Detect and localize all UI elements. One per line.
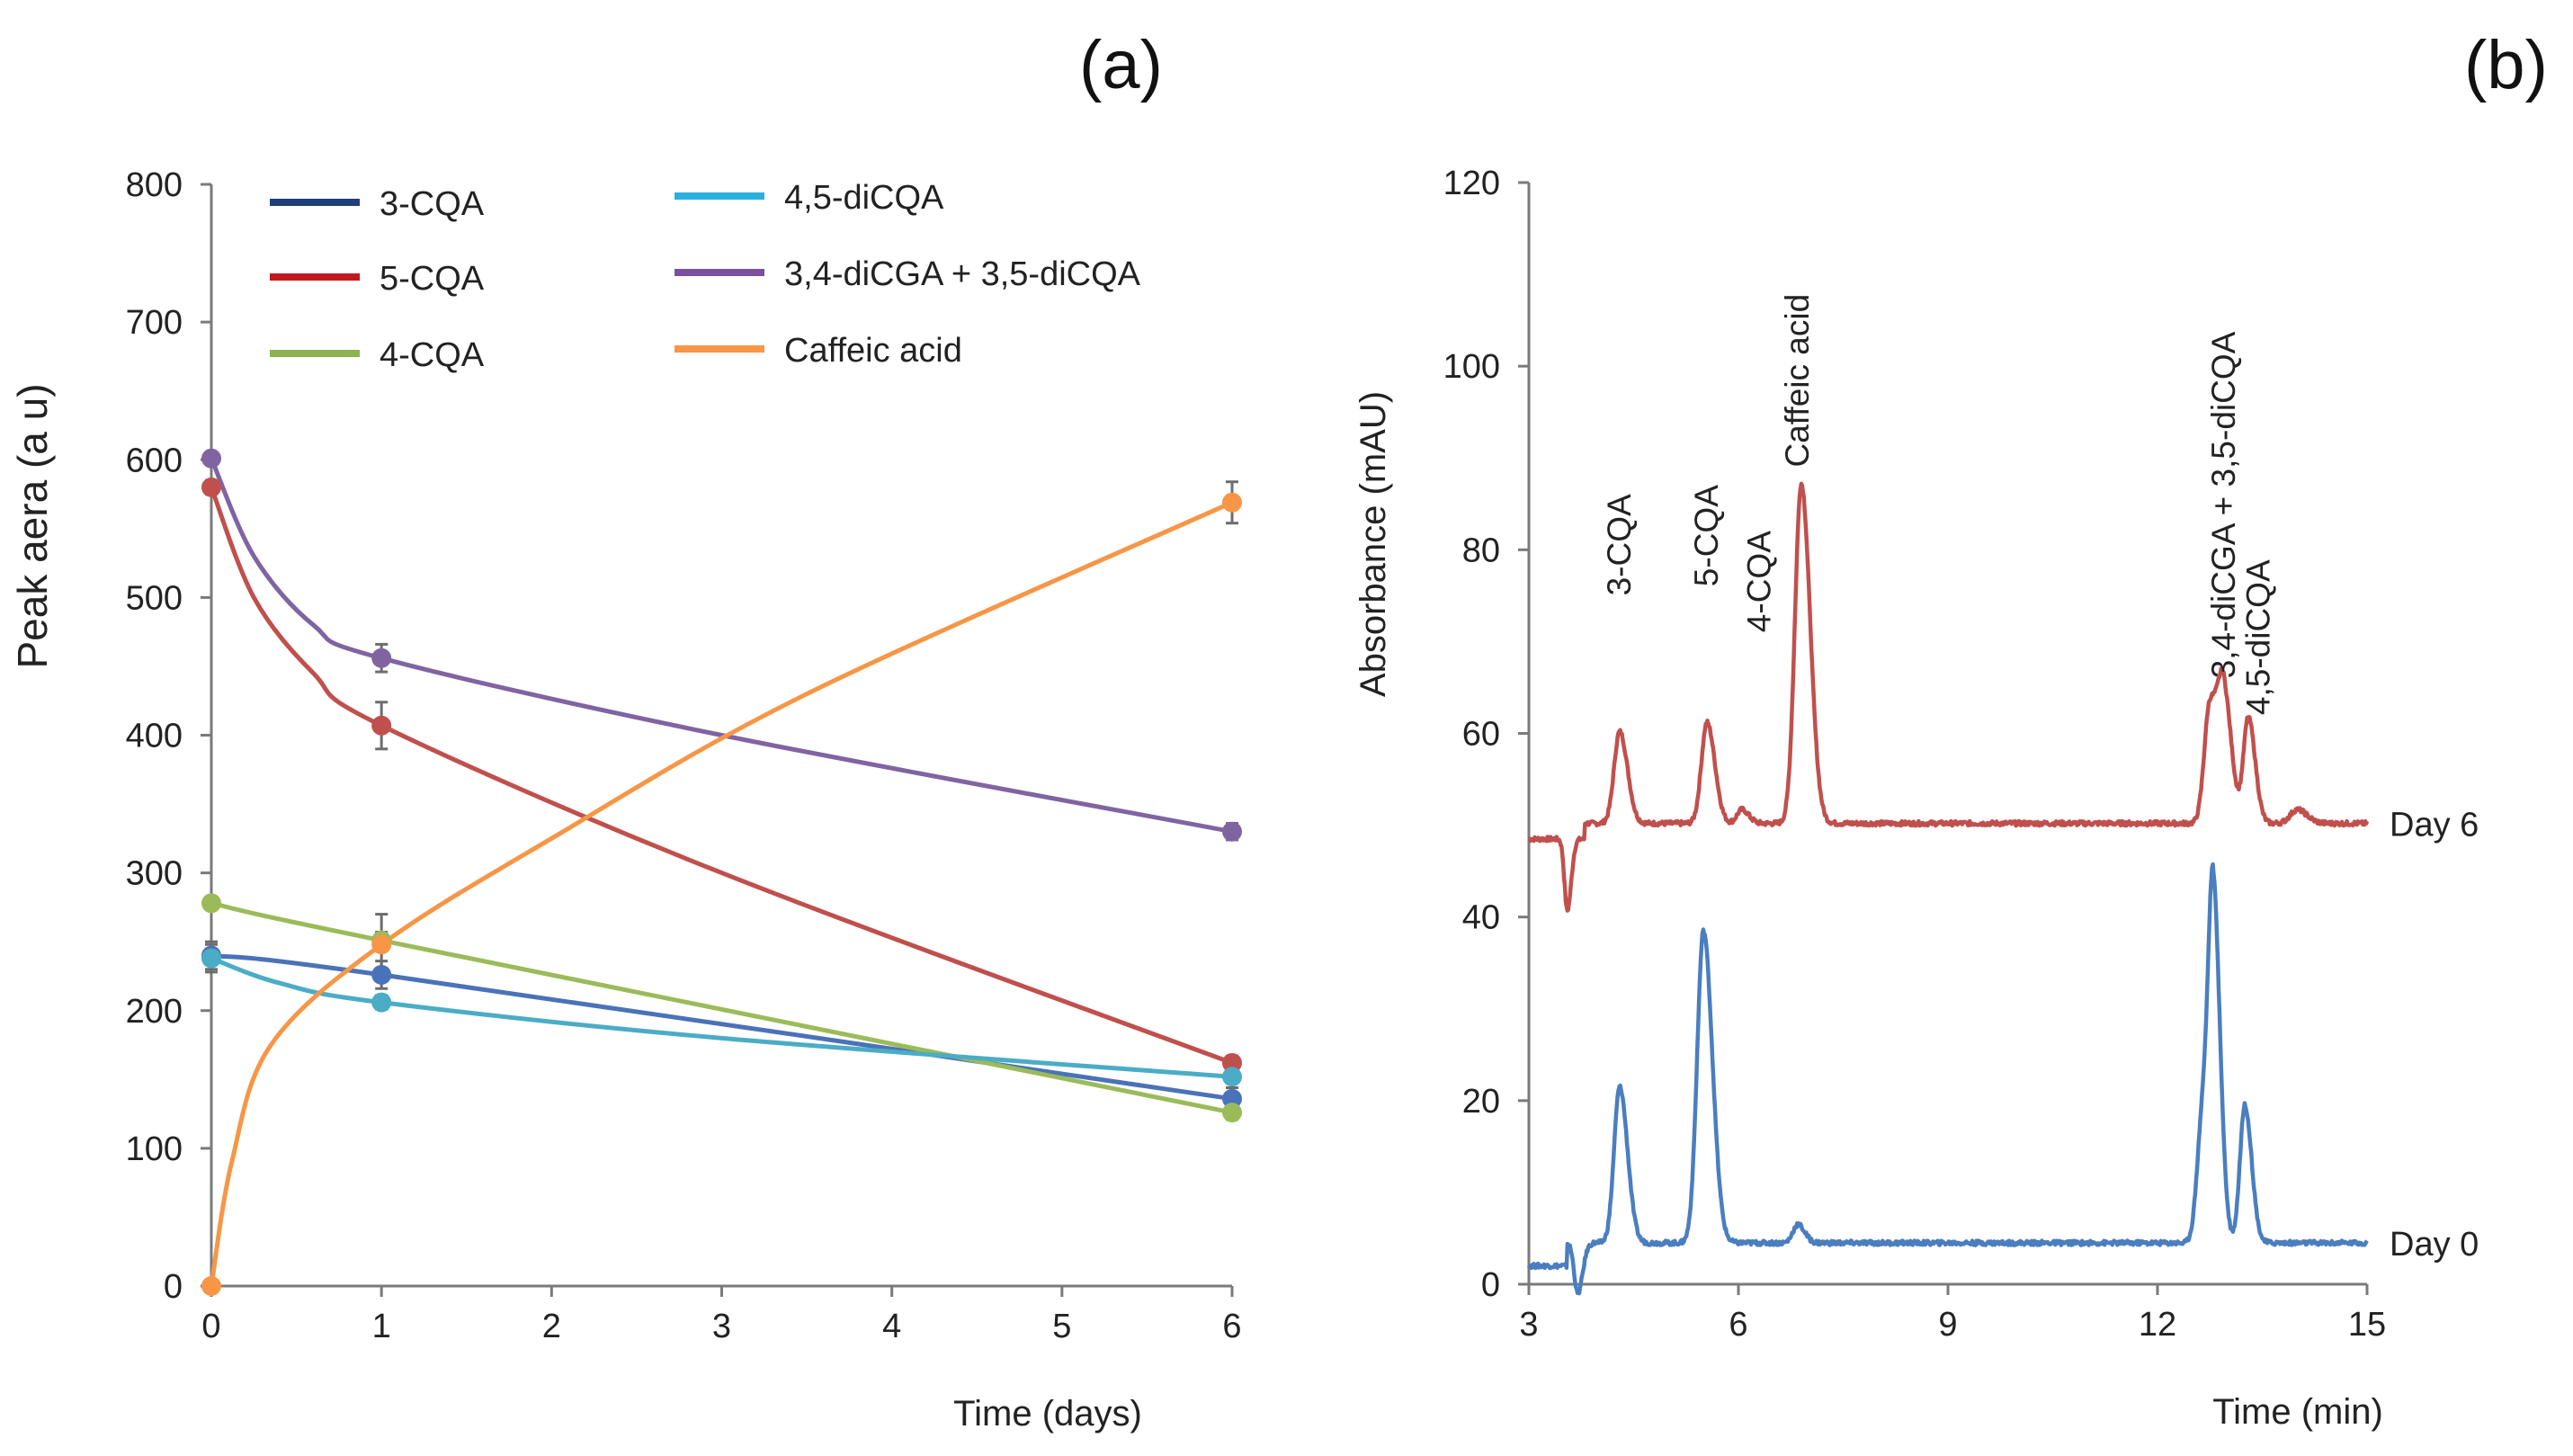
peak-label-3-4-dicga-3-5-dicqa: 3,4-diCGA + 3,5-diCQA — [2205, 331, 2242, 678]
series-line-3-4-dicga-3-5-dicqa — [209, 457, 1233, 835]
panel-a-y-tick-label: 800 — [126, 166, 183, 204]
panel-a-series-lines — [209, 457, 1234, 1287]
panel-a-x-axis-title: Time (days) — [953, 1394, 1142, 1434]
data-point-5-cqa — [1222, 1052, 1242, 1073]
panel-a-x-tick-label: 6 — [1222, 1308, 1241, 1345]
panel-b-trace-labels: Day 6 Day 0 — [2390, 807, 2479, 1264]
series-line-4-5-dicqa — [210, 956, 1233, 1079]
panel-a-y-axis-title: Peak aera (a u) — [9, 383, 56, 668]
panel-b-x-tick-label: 6 — [1729, 1306, 1747, 1344]
panel-b-y-tick-label: 40 — [1462, 899, 1500, 937]
panel-b-label: (b) — [2464, 27, 2548, 103]
series-line-caffeic-acid — [209, 500, 1234, 1287]
data-point-3-4-dicga-3-5-dicqa — [201, 448, 221, 469]
peak-label-caffeic-acid: Caffeic acid — [1779, 294, 1816, 468]
panel-a-y-tick-label: 500 — [126, 579, 183, 617]
data-point-caffeic-acid — [371, 934, 392, 955]
legend-label-caffeic-acid: Caffeic acid — [784, 332, 962, 370]
legend-label-5-cqa: 5-CQA — [380, 260, 485, 298]
panel-b-x-tick-label: 3 — [1519, 1306, 1538, 1344]
panel-b-y-tick-label: 0 — [1481, 1266, 1500, 1304]
data-point-3-4-dicga-3-5-dicqa — [1222, 821, 1242, 842]
panel-b-y-tick-label: 120 — [1443, 165, 1500, 202]
panel-a-y-tick-label: 600 — [126, 442, 183, 479]
trace-label-day-0: Day 0 — [2390, 1226, 2479, 1264]
panel-b-x-tick-labels: 3 6 9 12 15 — [1519, 1306, 2386, 1344]
trace-label-day-6: Day 6 — [2390, 807, 2479, 844]
legend-label-4-5-dicqa: 4,5-diCQA — [784, 179, 944, 217]
series-line-3-cqa — [210, 953, 1233, 1102]
legend-label-4-cqa: 4-CQA — [380, 336, 485, 374]
data-point-3-cqa — [1222, 1088, 1242, 1109]
panel-a-y-tick-label: 400 — [126, 718, 183, 755]
data-point-caffeic-acid — [201, 1276, 221, 1296]
data-point-4-5-dicqa — [371, 992, 392, 1013]
panel-a-label: (a) — [1079, 27, 1163, 103]
panel-a-x-tick-label: 4 — [882, 1308, 901, 1345]
panel-a-x-tick-label: 2 — [542, 1308, 561, 1345]
data-point-3-4-dicga-3-5-dicqa — [371, 648, 392, 668]
panel-a-x-tick-label: 1 — [372, 1308, 391, 1345]
panel-b-chromatograms — [1526, 481, 2370, 1296]
chromatogram-day-6 — [1527, 481, 2370, 913]
panel-a-x-tick-label: 3 — [712, 1308, 731, 1345]
panel-b-y-tick-label: 20 — [1462, 1083, 1500, 1121]
data-point-4-cqa — [1222, 1103, 1242, 1123]
panel-b-y-tick-label: 80 — [1462, 531, 1500, 569]
data-point-4-5-dicqa — [1222, 1067, 1242, 1087]
series-line-5-cqa — [209, 486, 1233, 1066]
panel-b-y-tick-labels: 0 20 40 60 80 100 120 — [1443, 165, 1500, 1304]
peak-label-4-cqa: 4-CQA — [1740, 531, 1777, 632]
panel-a-x-tick-label: 5 — [1052, 1308, 1071, 1345]
data-point-3-cqa — [371, 964, 392, 985]
panel-b-y-tick-label: 60 — [1462, 716, 1500, 754]
panel-b-x-tick-label: 12 — [2139, 1306, 2176, 1344]
chromatogram-day-0 — [1526, 862, 2369, 1296]
panel-a-data-points — [201, 448, 1242, 1296]
panel-a-y-tick-label: 200 — [126, 993, 183, 1031]
data-point-5-cqa — [201, 477, 221, 497]
panel-a-x-tick-label: 0 — [201, 1308, 220, 1345]
panel-b-x-tick-label: 15 — [2348, 1306, 2386, 1344]
panel-a-error-bars — [205, 451, 1238, 1121]
peak-label-5-cqa: 5-CQA — [1688, 485, 1725, 586]
panel-a-y-tick-label: 700 — [126, 304, 183, 342]
legend-label-3-4-dicga-3-5-dicqa: 3,4-diCGA + 3,5-diCQA — [784, 255, 1141, 293]
chart-panel-b: (b) Absorbance (mAU) Time (min) 0 20 40 60 8… — [1354, 27, 2548, 1432]
data-point-4-5-dicqa — [201, 948, 221, 969]
legend-label-3-cqa: 3-CQA — [380, 185, 485, 223]
data-point-caffeic-acid — [1222, 492, 1242, 513]
panel-a-x-tick-labels: 0 1 2 3 4 5 6 — [201, 1308, 1241, 1345]
data-point-5-cqa — [371, 715, 392, 736]
panel-a-y-tick-label: 100 — [126, 1130, 183, 1168]
peak-label-3-cqa: 3-CQA — [1601, 494, 1638, 595]
series-line-4-cqa — [210, 900, 1233, 1115]
chart-panel-a: (a) Peak aera (a u) Time (days) 0 100 200 3… — [9, 27, 1242, 1434]
panel-b-peak-labels: 3-CQA 5-CQA 4-CQA Caffeic acid 3,4-diCGA + 3… — [1601, 294, 2277, 715]
panel-b-x-axis-title: Time (min) — [2212, 1392, 2383, 1432]
panel-b-y-axis-title: Absorbance (mAU) — [1354, 391, 1393, 697]
panel-a-y-tick-label: 0 — [164, 1268, 183, 1306]
panel-a-y-tick-label: 300 — [126, 855, 183, 893]
panel-b-y-tick-label: 100 — [1443, 348, 1500, 386]
data-point-4-cqa — [201, 893, 221, 914]
peak-label-4-5-dicqa: 4,5-diCQA — [2240, 559, 2277, 715]
panel-b-x-tick-label: 9 — [1938, 1306, 1957, 1344]
panel-a-legend: 3-CQA 5-CQA 4-CQA 4,5-diCQA 3,4-diCGA + 3,5-… — [270, 179, 1141, 374]
panel-a-y-tick-labels: 0 100 200 300 400 500 600 700 800 — [126, 166, 183, 1306]
panel-b-axes — [1518, 181, 2369, 1295]
